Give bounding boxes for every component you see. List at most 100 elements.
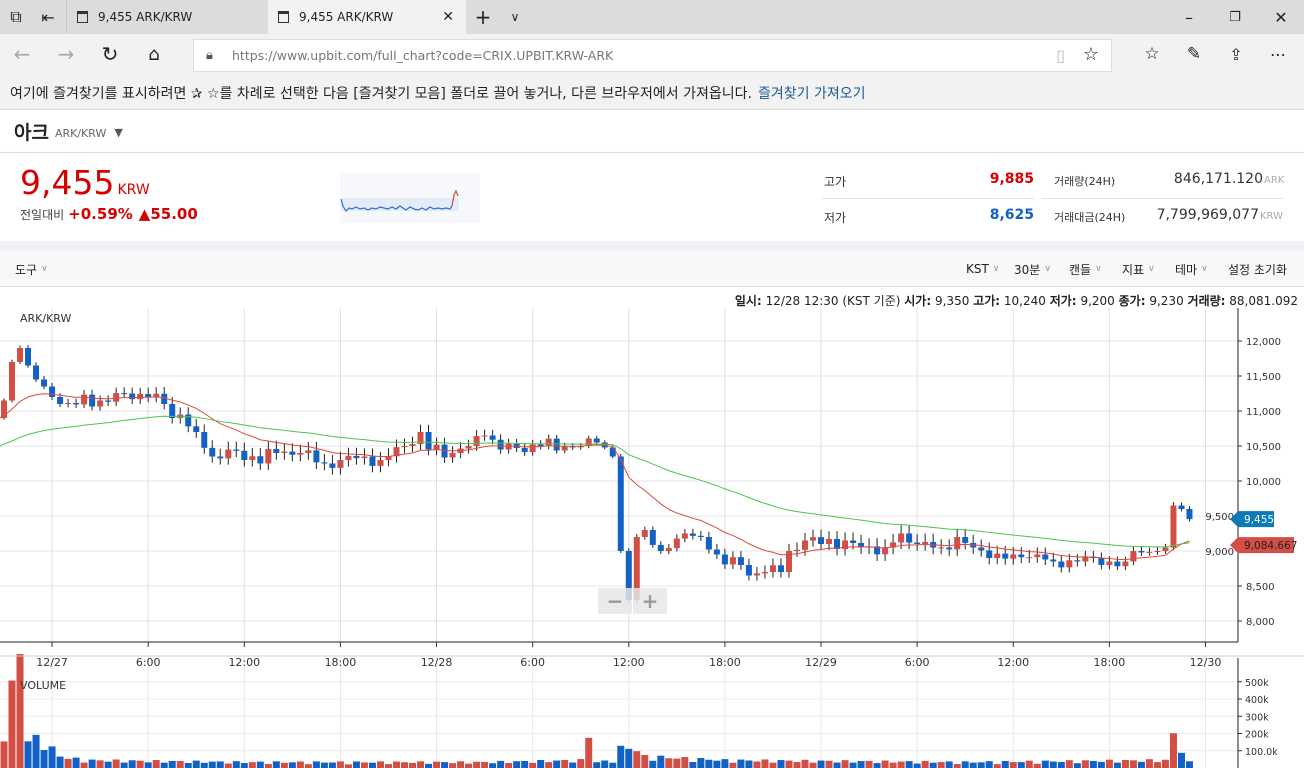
add-favorite-star-icon[interactable]: ☆	[1082, 44, 1099, 65]
volume-bar	[1089, 760, 1097, 768]
zoom-in-button[interactable]	[633, 588, 667, 614]
volume-bar	[272, 761, 280, 768]
volume-bar	[384, 764, 392, 768]
candle-body	[57, 397, 64, 404]
home-icon[interactable]: ⌂	[148, 43, 160, 65]
tools-label: 도구	[15, 262, 38, 277]
candle-body	[1106, 561, 1113, 565]
tab-list-chevron-icon[interactable]: ∨	[510, 10, 520, 24]
close-tab-icon[interactable]: ✕	[442, 9, 454, 25]
volume-bars	[0, 654, 1193, 768]
tab-title: 9,455 ARK/KRW	[299, 10, 394, 24]
candle-body	[898, 533, 905, 543]
volume-bar	[32, 734, 40, 768]
candle-body	[810, 537, 817, 541]
candle-body	[1010, 554, 1017, 559]
address-bar[interactable]: 🔒︎ https://www.upbit.com/full_chart?code…	[193, 39, 1112, 72]
volume-bar	[953, 764, 961, 768]
candlestick-chart[interactable]: 8,000 8,500 9,000 9,500 10,000 10,500 11,000 11…	[0, 286, 1304, 768]
share-icon[interactable]: ⇪	[1229, 44, 1243, 64]
reading-view-icon[interactable]: ▯	[1056, 46, 1065, 65]
candle-body	[49, 386, 56, 397]
chart-title: ARK/KRW	[20, 312, 71, 325]
high-label: 고가	[824, 175, 847, 189]
back-icon[interactable]: ←	[13, 42, 31, 66]
y-tick-label: 12,000	[1246, 337, 1281, 348]
volume-bar	[441, 762, 449, 768]
zoom-controls: − +	[598, 588, 667, 614]
info-low-label: 저가:	[1049, 294, 1077, 308]
candle-body	[153, 393, 160, 397]
info-date: 12/28 12:30 (KST 기준)	[765, 294, 901, 308]
candle-body	[729, 557, 736, 565]
volume-bar	[609, 762, 617, 768]
volume-bar	[1161, 759, 1169, 768]
interval-dropdown[interactable]: 30분 ∨	[1014, 251, 1051, 287]
volume-bar	[601, 760, 609, 768]
minimize-icon[interactable]: –	[1185, 7, 1193, 27]
volume-bar	[505, 763, 513, 768]
timezone-dropdown[interactable]: KST ∨	[966, 251, 999, 287]
new-tab-icon[interactable]: +	[474, 5, 492, 29]
coin-dropdown-icon[interactable]: ▼	[114, 126, 123, 139]
volume-bar	[401, 762, 408, 768]
chart-type-dropdown[interactable]: 캔들 ∨	[1069, 251, 1102, 287]
interval-label: 30분	[1014, 262, 1041, 277]
theme-dropdown[interactable]: 테마 ∨	[1175, 251, 1208, 287]
set-aside-tabs-icon[interactable]: ⇤	[41, 7, 55, 27]
volume-bar	[457, 761, 465, 768]
refresh-icon[interactable]: ↻	[101, 42, 119, 66]
candle-body	[649, 530, 656, 545]
reset-settings-button[interactable]: 설정 초기화	[1228, 251, 1287, 287]
volume-bar	[913, 763, 921, 768]
volume-bar	[641, 754, 649, 768]
candle-body	[529, 444, 536, 453]
volume-bar	[1113, 762, 1121, 768]
change-amount: ▲55.00	[138, 205, 198, 223]
forward-icon[interactable]: →	[57, 42, 75, 66]
volume-bar	[256, 761, 264, 768]
volume-bar	[905, 761, 913, 768]
volume-bar	[809, 762, 817, 768]
chevron-down-icon: ∨	[1044, 264, 1051, 274]
price-summary: 9,455 KRW 전일대비 +0.59% ▲55.00 고가 9,885 저가…	[0, 153, 1304, 241]
candle-body	[882, 547, 889, 555]
coin-header[interactable]: 아크 ARK/KRW ▼	[0, 110, 1304, 153]
volume-bar	[128, 760, 136, 768]
import-favorites-link[interactable]: 즐겨찾기 가져오기	[757, 85, 866, 102]
browser-tab[interactable]: 9,455 ARK/KRW	[66, 0, 266, 34]
candle-body	[121, 393, 128, 395]
favorites-hub-icon[interactable]: ☆	[1144, 44, 1160, 64]
candle-body	[994, 553, 1001, 558]
close-window-icon[interactable]: ✕	[1274, 7, 1288, 27]
more-icon[interactable]: ⋯	[1270, 44, 1286, 64]
browser-tab-active[interactable]: 9,455 ARK/KRW ✕	[268, 0, 466, 34]
volume-bar	[857, 761, 865, 768]
volume-bar	[136, 760, 144, 768]
low-value: 8,625	[989, 207, 1034, 223]
volume-bar	[1065, 760, 1073, 768]
candle-body	[225, 449, 232, 459]
indicator-dropdown[interactable]: 지표 ∨	[1122, 251, 1155, 287]
tools-dropdown[interactable]: 도구 ∨	[15, 251, 48, 287]
maximize-icon[interactable]: ❐	[1229, 9, 1241, 25]
notes-pen-icon[interactable]: ✎	[1186, 44, 1202, 64]
candle-body	[938, 547, 945, 549]
info-close: 9,230	[1149, 294, 1184, 308]
candle-body	[914, 542, 921, 544]
candle-body	[665, 548, 672, 551]
info-close-label: 종가:	[1118, 294, 1146, 308]
candle-body	[785, 551, 792, 572]
volume-bar	[264, 763, 272, 768]
x-tick-label: 6:00	[520, 656, 545, 669]
zoom-out-button[interactable]	[598, 588, 632, 614]
volume-bar	[1153, 762, 1161, 768]
info-open: 9,350	[934, 294, 970, 308]
candle-body	[826, 538, 833, 544]
ma-value-tag-label: 9,084.667	[1244, 540, 1297, 552]
volume-bar	[577, 759, 585, 768]
volume-bar	[561, 759, 569, 768]
chevron-down-icon: ∨	[1201, 264, 1208, 274]
coin-name: 아크	[14, 121, 49, 144]
tab-manager-icon[interactable]: ⧉	[10, 7, 22, 26]
